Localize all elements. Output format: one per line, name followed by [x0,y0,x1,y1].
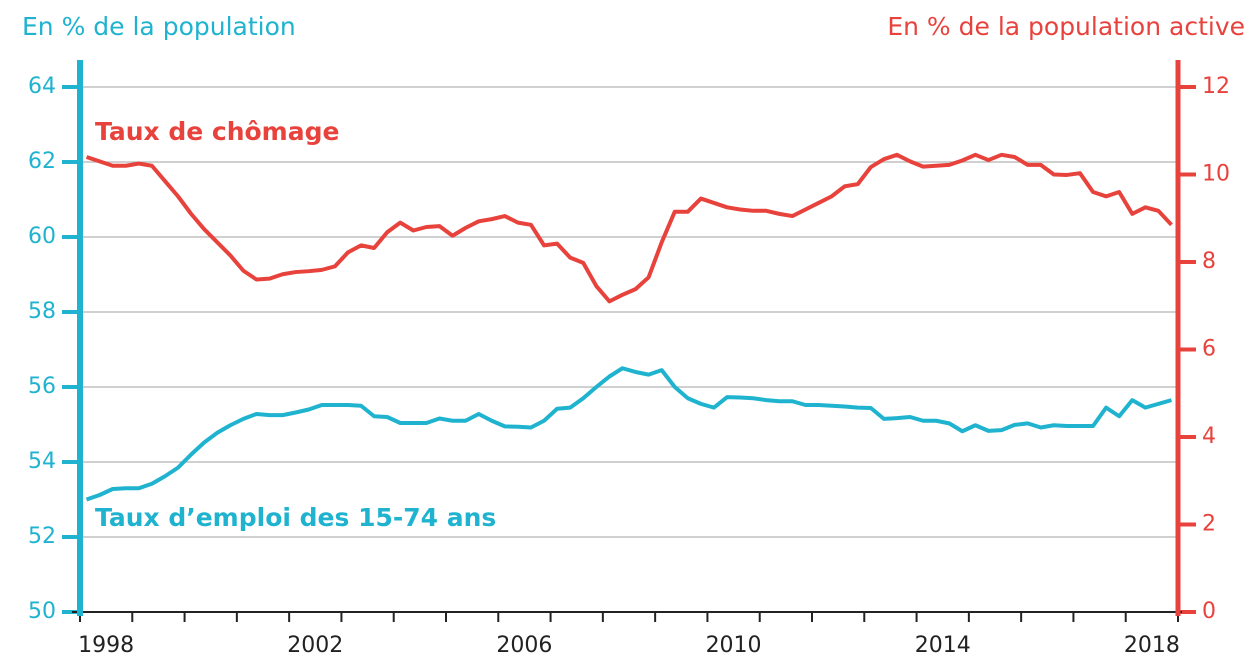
y-axis-title: En % de la population [22,12,296,41]
y-tick-label: 62 [28,149,56,174]
series-line [85,366,1173,502]
y2-axis-title: En % de la population active [887,12,1245,41]
x-tick-label: 2014 [915,633,971,658]
y2-tick-label: 10 [1202,162,1230,187]
x-tick-label: 2018 [1124,633,1180,658]
series-label: Taux de chômage [95,117,339,146]
y2-tick-label: 12 [1202,74,1230,99]
x-tick-label: 2006 [496,633,552,658]
y-tick-label: 50 [28,599,56,624]
y2-tick-label: 0 [1202,599,1216,624]
y-tick-label: 58 [28,299,56,324]
y-tick-label: 56 [28,374,56,399]
y2-tick-label: 6 [1202,337,1216,362]
y2-tick-label: 4 [1202,424,1216,449]
y-tick-label: 54 [28,449,56,474]
y-tick-label: 60 [28,224,56,249]
y-tick-label: 64 [28,74,56,99]
x-tick-label: 2010 [706,633,762,658]
y2-tick-label: 2 [1202,512,1216,537]
y2-tick-label: 8 [1202,249,1216,274]
series-line [85,152,1173,304]
series-label: Taux d’emploi des 15-74 ans [95,503,496,532]
x-tick-label: 1998 [78,633,134,658]
x-tick-label: 2002 [287,633,343,658]
y-tick-label: 52 [28,524,56,549]
